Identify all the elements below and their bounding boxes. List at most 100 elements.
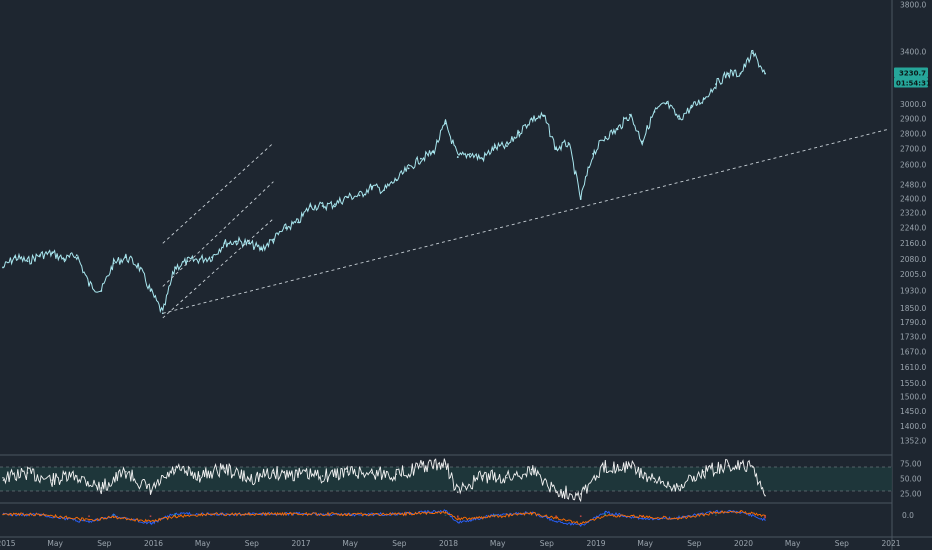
oscillator-data-point [653,481,656,483]
price-data-point [764,72,766,75]
oscillator-data-point [604,466,606,468]
macd-line-1[interactable] [2,510,766,525]
price-data-point [51,252,54,255]
macd-data-point [444,510,447,512]
price-data-point [444,122,447,125]
oscillator-data-point [26,472,29,474]
macd-panel[interactable] [2,509,766,527]
price-data-point [604,135,607,138]
time-tick-label: 2015 [0,539,16,548]
price-data-point [456,156,459,158]
macd-histogram-bar [764,515,766,519]
macd-data-point [715,510,717,512]
oscillator-data-point [555,490,557,492]
macd-data-point [457,521,459,524]
time-tick-label: 2019 [586,539,605,548]
price-tick-label: 2900.0 [900,115,926,124]
macd-data-point [248,513,250,515]
time-tick-label: 2020 [734,539,753,548]
price-data-point [358,194,361,197]
price-data-point [469,152,471,155]
macd-data-point [739,511,742,513]
price-data-point [100,289,103,292]
oscillator-panel[interactable] [0,458,892,503]
macd-data-point [555,520,557,522]
last-price-label: 3230.7 [899,69,926,77]
price-data-point [370,185,373,188]
price-data-point [63,258,66,261]
price-tick-label: 3800.0 [900,1,926,10]
trendline[interactable] [162,218,274,319]
time-axis[interactable]: 2015 May Sep 2016 May Sep 2017 May Sep 2018 May Sep… [0,539,901,548]
oscillator-data-point [395,473,398,475]
macd-histogram-bar [112,514,115,516]
macd-tick-label: 0.0 [902,511,914,520]
oscillator-data-point [580,493,582,495]
oscillator-tick-label: 50.00 [900,475,922,484]
macd-histogram-bar [174,513,176,516]
price-data-point [333,203,336,206]
time-tick-label: May [195,539,211,548]
oscillator-data-point [444,463,447,465]
price-tick-label: 1450.0 [900,407,926,416]
oscillator-data-point [629,465,631,467]
price-data-point [739,72,742,75]
macd-data-point [715,512,717,514]
trendline[interactable] [162,181,274,287]
price-data-point [555,148,558,151]
price-data-point [112,262,115,265]
price-data-point [272,238,275,241]
price-tick-label: 1400.0 [900,422,926,431]
countdown-tag [894,77,928,88]
oscillator-data-point [272,472,275,474]
macd-data-point [149,520,152,522]
price-data-point [309,205,312,207]
price-tick-label: 2400.0 [900,194,926,203]
oscillator-data-point [457,491,459,493]
price-data-point [616,128,619,131]
price-data-point [137,264,140,267]
time-tick-label: Sep [392,539,406,548]
oscillator-band [0,467,892,491]
macd-data-point [39,513,41,515]
oscillator-data-point [321,475,324,477]
price-data-point [186,260,189,263]
price-data-point [407,167,410,170]
price-panel[interactable] [2,49,889,319]
price-data-point [284,227,287,229]
price-data-point [174,266,176,269]
macd-data-point [88,521,90,524]
oscillator-data-point [530,468,533,471]
trendline[interactable] [162,142,274,244]
oscillator-data-point [248,478,250,480]
oscillator-line[interactable] [2,458,766,503]
macd-data-point [764,519,766,521]
price-data-point [38,254,41,257]
price-data-point [506,145,508,147]
price-tick-label: 2800.0 [900,129,926,138]
macd-data-point [346,513,348,515]
price-data-point [702,98,705,101]
trendline[interactable] [162,128,889,314]
oscillator-data-point [727,465,729,467]
price-tick-label: 1610.0 [900,363,926,372]
price-tick-label: 1850.0 [900,304,926,313]
macd-histogram-bar [493,514,496,516]
time-tick-label: Sep [540,539,554,548]
macd-data-point [444,511,447,513]
price-data-point [88,283,90,286]
price-data-point [223,242,226,245]
oscillator-data-point [2,477,4,479]
macd-histogram-bar [456,515,459,518]
macd-data-point [2,513,4,516]
price-data-point [2,266,4,269]
price-data-point [75,254,78,257]
macd-data-point [88,519,90,521]
price-axis[interactable]: 3800.0 3400.0 3000.0 2900.0 2800.0 2700.0 2600… [894,1,931,521]
macd-data-point [395,513,397,515]
price-data-point [567,142,570,144]
time-tick-label: May [785,539,801,548]
macd-data-point [149,523,152,525]
